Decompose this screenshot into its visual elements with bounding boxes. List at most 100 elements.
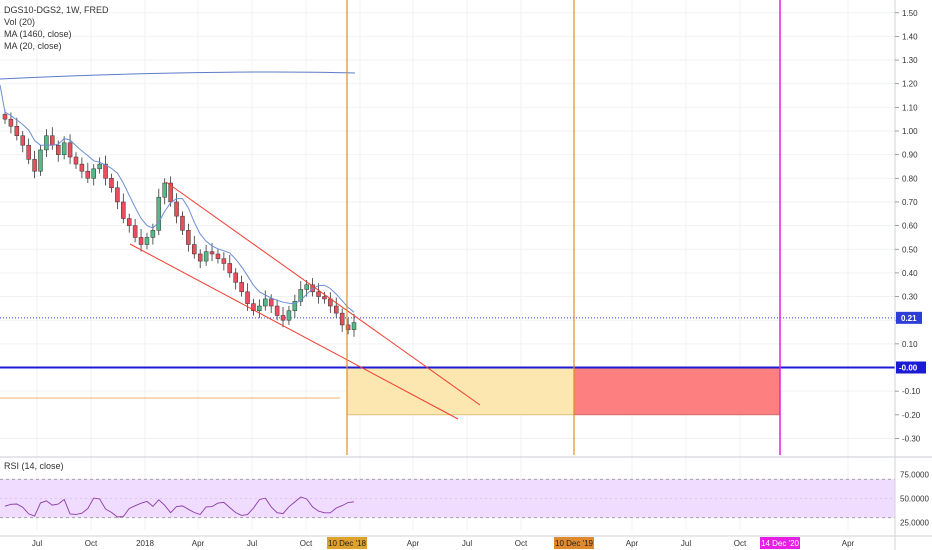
candle-body [251, 303, 256, 311]
date-marker-label: 14 Dec '20 [761, 539, 800, 548]
candle-body [292, 301, 298, 311]
y-tick-label: 0.70 [902, 198, 918, 207]
candle-body [257, 305, 262, 311]
y-tick-label: 0.40 [902, 269, 918, 278]
candle [109, 173, 114, 193]
candle [268, 294, 274, 314]
candle [334, 297, 339, 318]
candle [328, 292, 333, 314]
candle [263, 290, 268, 311]
y-tick-label: -0.20 [902, 411, 921, 420]
y-tick-label: 1.10 [902, 103, 918, 112]
y-tick-label: 1.00 [902, 127, 918, 136]
y-tick-label: -0.10 [902, 387, 921, 396]
x-tick-label: Apr [626, 539, 639, 548]
candle-body [73, 156, 79, 165]
candle-body [121, 201, 126, 219]
candle [292, 294, 298, 318]
candle-body [268, 298, 274, 307]
candle [227, 254, 233, 278]
candle-body [298, 289, 304, 302]
zero-label-text: -0.00 [899, 364, 918, 373]
candle-body [209, 251, 215, 255]
candle-body [263, 298, 268, 307]
rsi-tick-label: 25.0000 [900, 519, 929, 528]
candle [67, 134, 73, 165]
y-tick-label: 0.30 [902, 293, 918, 302]
candles [2, 109, 357, 337]
candle [233, 268, 238, 290]
candle-body [174, 201, 179, 217]
candle-body [351, 322, 357, 330]
candle-body [85, 170, 91, 179]
date-marker-label: 10 Dec '19 [555, 539, 594, 548]
candle-body [126, 218, 132, 226]
candle-body [44, 135, 49, 151]
y-tick-label: 0.80 [902, 174, 918, 183]
candle-body [156, 196, 162, 231]
candle-body [97, 163, 102, 170]
candle [32, 150, 37, 179]
legend-ma-long: MA (1460, close) [4, 29, 72, 39]
x-tick-label: Oct [300, 539, 313, 548]
date-marker-badge: 14 Dec '20 [760, 537, 800, 549]
x-tick-label: Oct [85, 539, 98, 548]
channel-lower-line [129, 243, 459, 420]
candle-body [192, 244, 197, 255]
date-marker-badge: 10 Dec '18 [327, 537, 367, 549]
candle [115, 181, 120, 210]
date-marker-badge: 10 Dec '19 [554, 537, 594, 549]
y-tick-label: -0.30 [902, 434, 921, 443]
candle [150, 223, 156, 245]
y-tick-label: 0.90 [902, 151, 918, 160]
candle [156, 188, 162, 236]
candle-body [215, 253, 221, 259]
candle-body [20, 135, 25, 146]
y-tick-label: 0.60 [902, 222, 918, 231]
zero-label-badge: -0.00 [896, 361, 926, 374]
channel-upper-line [165, 181, 481, 406]
candle [215, 249, 221, 264]
x-tick-label: Oct [515, 539, 528, 548]
candle [26, 138, 31, 165]
x-tick-label: Jul [681, 539, 691, 548]
candle-body [280, 315, 286, 321]
rsi-tick-labels: 75.0000 50.0000 25.0000 [900, 470, 929, 527]
candle-body [345, 324, 351, 330]
legend-volume: Vol (20) [4, 17, 36, 27]
candle [251, 298, 256, 316]
date-marker-bg [554, 537, 594, 549]
ma-long-line [0, 71, 356, 80]
candle-body [180, 215, 185, 231]
zero-label-bg [896, 361, 926, 374]
y-tick-label: 1.50 [902, 9, 918, 18]
rsi-line [4, 496, 355, 518]
candle-body [334, 305, 339, 314]
candle [322, 291, 327, 304]
y-tick-labels: 1.50 1.40 1.30 1.20 1.10 1.00 0.90 0.80 0.70 0.60… [895, 9, 921, 443]
candle-body [168, 182, 173, 203]
legend-ma-short: MA (20, close) [4, 41, 62, 51]
candle-body [55, 144, 61, 155]
candle-body [221, 258, 227, 264]
candle [91, 164, 96, 186]
candle-body [239, 282, 244, 293]
rsi-legend: RSI (14, close) [4, 461, 64, 471]
price-label-text: 0.21 [901, 314, 917, 323]
candle-body [186, 230, 191, 245]
candle [138, 228, 144, 252]
candle [85, 162, 91, 184]
y-tick-label: 1.30 [902, 56, 918, 65]
candle-body [245, 291, 250, 304]
x-tick-label: Jul [247, 539, 257, 548]
y-tick-label: 0.50 [902, 245, 918, 254]
candle [186, 223, 191, 252]
y-tick-label: 0.10 [902, 340, 918, 349]
candle [103, 155, 108, 186]
candle [38, 145, 43, 176]
x-tick-label: Jul [32, 539, 42, 548]
x-tick-label: Oct [734, 539, 747, 548]
candle-body [79, 163, 85, 172]
candle [286, 306, 292, 325]
